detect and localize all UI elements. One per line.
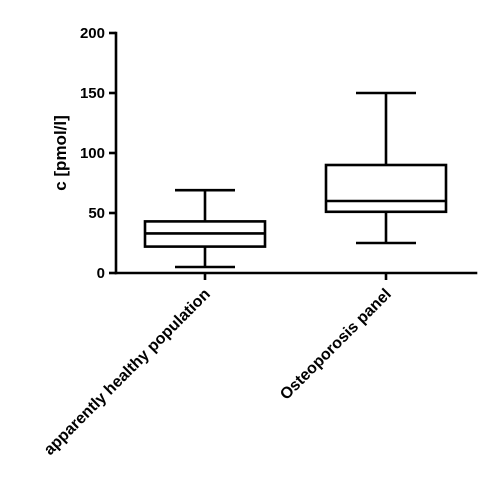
box-series (143, 91, 448, 269)
y-axis-ticks: 0 50 100 150 200 (80, 25, 116, 282)
box-plot (143, 188, 267, 269)
y-tick-label: 150 (80, 85, 105, 102)
box-plot (324, 91, 448, 245)
y-tick-label: 200 (80, 25, 105, 42)
y-tick-label: 100 (80, 145, 105, 162)
x-category-label: Osteoporosis panel (277, 286, 395, 404)
y-axis-title: c [pmol/l] (51, 115, 70, 191)
x-axis-ticks: apparently healthy population Osteoporosi… (41, 273, 395, 459)
x-category-label: apparently healthy population (41, 286, 214, 459)
y-tick-label: 50 (88, 205, 105, 222)
y-tick-label: 0 (97, 265, 105, 282)
iqr-box (324, 163, 448, 214)
